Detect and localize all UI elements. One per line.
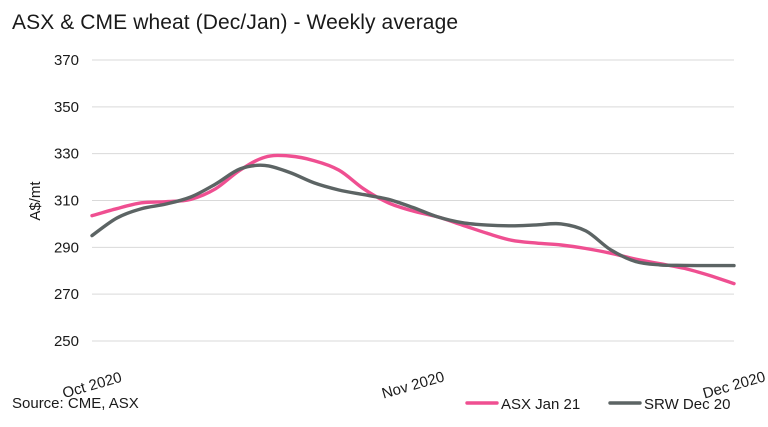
- y-tick-label: 310: [54, 193, 79, 210]
- chart-title: ASX & CME wheat (Dec/Jan) - Weekly avera…: [12, 11, 459, 34]
- y-tick-label: 290: [54, 239, 79, 256]
- legend-label: ASX Jan 21: [501, 396, 580, 413]
- y-tick-label: 370: [54, 52, 79, 69]
- y-tick-label: 250: [54, 333, 79, 350]
- legend-label: SRW Dec 20: [644, 396, 730, 413]
- y-tick-label: 330: [54, 146, 79, 163]
- series-line-asx-jan-21: [90, 153, 736, 286]
- series-line-srw-dec-20: [90, 163, 736, 268]
- y-tick-label: 350: [54, 99, 79, 116]
- source-note: Source: CME, ASX: [12, 395, 139, 412]
- y-tick-label: 270: [54, 286, 79, 303]
- y-axis-label: A$/mt: [27, 181, 44, 221]
- x-tick-label: Nov 2020: [380, 368, 446, 402]
